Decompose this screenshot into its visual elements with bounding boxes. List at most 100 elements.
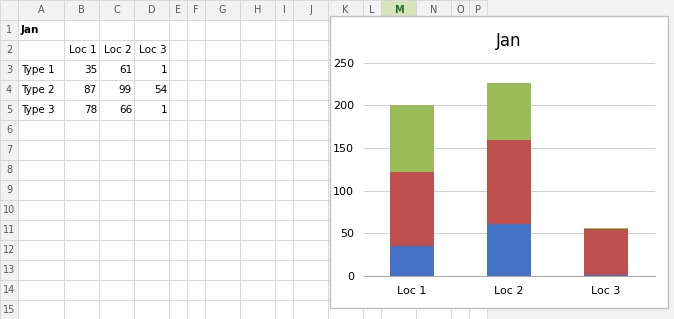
Bar — [99, 240, 134, 260]
Bar — [134, 200, 169, 220]
Bar — [99, 200, 134, 220]
Bar — [381, 280, 416, 300]
Bar — [381, 300, 416, 319]
Bar — [64, 300, 99, 319]
Text: F: F — [193, 5, 199, 15]
Text: 15: 15 — [3, 305, 16, 315]
Bar — [584, 275, 628, 276]
Bar — [584, 228, 628, 229]
Bar — [451, 200, 469, 220]
Bar — [293, 100, 328, 120]
Bar — [469, 220, 487, 240]
Bar — [240, 100, 275, 120]
Bar — [64, 200, 99, 220]
Bar — [240, 60, 275, 80]
Text: I: I — [282, 5, 285, 15]
Bar — [64, 180, 99, 200]
Bar — [187, 140, 205, 160]
Text: 78: 78 — [84, 105, 97, 115]
Bar — [18, 280, 64, 300]
Bar — [381, 200, 416, 220]
Bar — [240, 20, 275, 40]
Bar — [18, 40, 64, 60]
Bar — [469, 80, 487, 100]
Bar — [293, 280, 328, 300]
Title: Jan: Jan — [496, 32, 522, 50]
Bar — [275, 160, 293, 180]
Bar — [134, 300, 169, 319]
Bar — [381, 240, 416, 260]
Bar — [381, 260, 416, 280]
Bar — [0, 20, 18, 40]
Bar — [240, 240, 275, 260]
Bar — [169, 200, 187, 220]
Text: D: D — [148, 5, 155, 15]
Bar — [169, 180, 187, 200]
Bar — [451, 300, 469, 319]
Bar — [416, 300, 451, 319]
Bar — [275, 260, 293, 280]
Bar — [381, 80, 416, 100]
Bar — [416, 160, 451, 180]
Bar — [240, 300, 275, 319]
Bar — [469, 0, 487, 20]
Bar — [187, 80, 205, 100]
Bar — [275, 60, 293, 80]
Bar — [363, 240, 381, 260]
Text: 14: 14 — [3, 285, 15, 295]
Text: J: J — [309, 5, 312, 15]
Bar — [99, 100, 134, 120]
Bar — [416, 260, 451, 280]
Bar — [451, 40, 469, 60]
Bar — [134, 220, 169, 240]
Bar — [134, 280, 169, 300]
Bar — [0, 220, 18, 240]
Bar — [18, 20, 64, 40]
Bar — [381, 40, 416, 60]
Text: 8: 8 — [6, 165, 12, 175]
Bar — [134, 160, 169, 180]
Bar — [240, 280, 275, 300]
Bar — [381, 20, 416, 40]
Bar — [328, 60, 363, 80]
Bar — [240, 200, 275, 220]
Bar — [328, 0, 363, 20]
Text: 9: 9 — [6, 185, 12, 195]
Bar — [18, 200, 64, 220]
Bar — [451, 100, 469, 120]
Bar — [275, 0, 293, 20]
Bar — [451, 260, 469, 280]
Bar — [293, 260, 328, 280]
Bar — [275, 140, 293, 160]
Bar — [328, 240, 363, 260]
Bar — [64, 280, 99, 300]
Bar — [469, 120, 487, 140]
Text: 6: 6 — [6, 125, 12, 135]
Bar — [134, 120, 169, 140]
Bar — [18, 0, 64, 20]
Bar — [205, 80, 240, 100]
Bar — [205, 220, 240, 240]
Text: O: O — [456, 5, 464, 15]
Bar — [275, 220, 293, 240]
Bar — [381, 160, 416, 180]
Bar — [293, 180, 328, 200]
Bar — [293, 60, 328, 80]
Bar — [240, 80, 275, 100]
Bar — [328, 280, 363, 300]
Bar — [363, 160, 381, 180]
Bar — [487, 83, 531, 140]
Bar — [390, 246, 434, 276]
Bar — [18, 220, 64, 240]
Bar — [240, 120, 275, 140]
Bar — [451, 0, 469, 20]
Bar — [134, 260, 169, 280]
Bar — [363, 180, 381, 200]
Bar — [169, 300, 187, 319]
Bar — [99, 60, 134, 80]
Bar — [0, 140, 18, 160]
Text: Loc 2: Loc 2 — [104, 45, 132, 55]
Bar — [0, 100, 18, 120]
Text: K: K — [342, 5, 348, 15]
Bar — [487, 140, 531, 224]
